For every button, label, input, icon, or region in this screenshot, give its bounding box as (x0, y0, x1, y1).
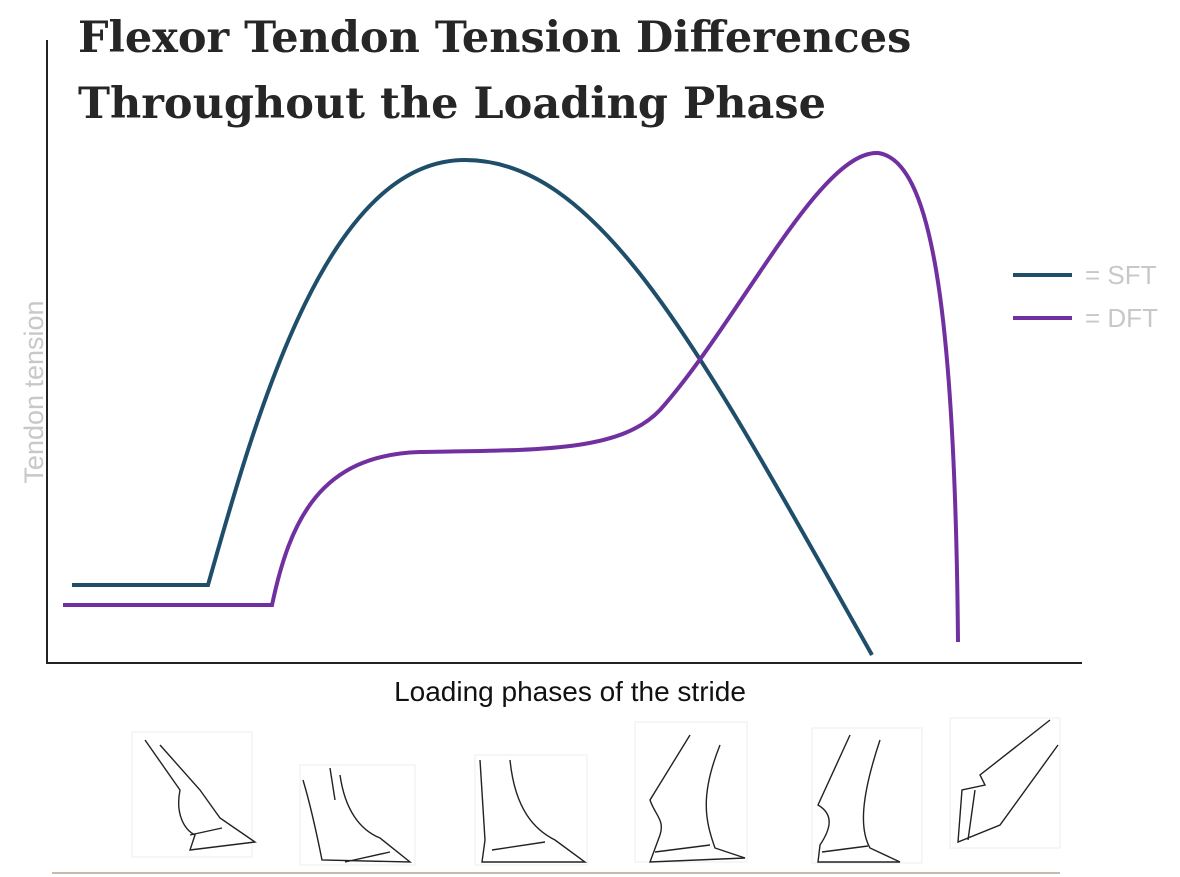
y-axis-label: Tendon tension (19, 300, 49, 483)
legend-label: = DFT (1085, 303, 1158, 333)
legend-label: = SFT (1085, 260, 1157, 290)
legend: = SFT = DFT (1013, 260, 1158, 333)
title-line: Throughout the Loading Phase (78, 79, 826, 129)
diagram: Flexor Tendon Tension Differences Throug… (0, 0, 1180, 877)
title-line: Flexor Tendon Tension Differences (78, 13, 911, 63)
hoof-sketches (52, 718, 1060, 873)
x-axis-label: Loading phases of the stride (394, 676, 746, 707)
sft-curve (72, 160, 872, 655)
